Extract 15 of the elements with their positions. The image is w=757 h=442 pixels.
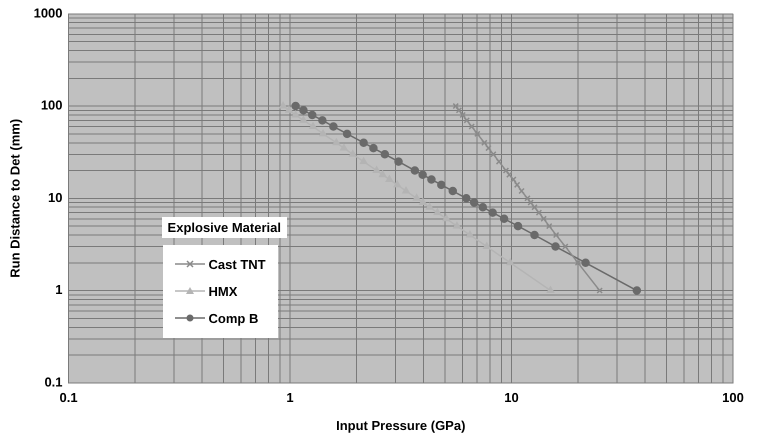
y-tick-label: 10 [48,190,63,205]
x-tick-label: 10 [504,390,519,406]
y-tick-label: 1 [55,282,63,298]
y-tick-label: 100 [40,98,63,113]
legend-label: Cast TNT [208,256,266,272]
x-tick-label: 1 [286,390,294,406]
x-axis-title: Input Pressure (GPa) [336,418,466,433]
y-tick-label: 0.1 [44,374,63,390]
x-tick-label: 100 [722,390,744,406]
y-tick-label: 1000 [34,5,63,20]
x-tick-label: 0.1 [59,390,78,406]
legend-label: HMX [208,284,238,299]
legend-title: Explosive Material [162,216,287,238]
legend-label: Comp B [208,310,258,326]
y-axis-title: Run Distance to Det (mm) [7,118,22,278]
